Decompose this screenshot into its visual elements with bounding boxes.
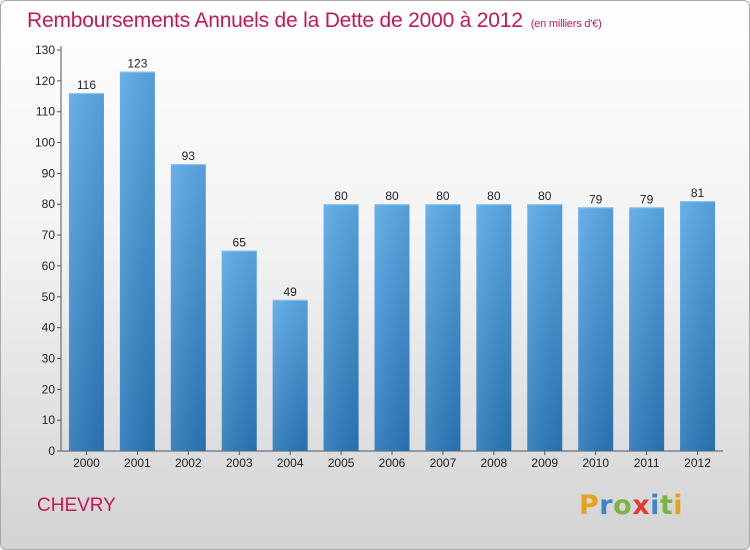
bar-value-label: 116 bbox=[77, 78, 96, 92]
bar-value-label: 79 bbox=[589, 192, 603, 206]
x-tick-label: 2005 bbox=[328, 456, 355, 470]
bar-shade bbox=[680, 201, 716, 451]
y-tick-label: 50 bbox=[42, 290, 56, 304]
x-tick-label: 2009 bbox=[531, 456, 558, 470]
bar-value-label: 80 bbox=[334, 189, 348, 203]
bar-value-label: 81 bbox=[691, 186, 705, 200]
bar-shade bbox=[221, 250, 257, 451]
y-tick-label: 10 bbox=[42, 413, 56, 427]
x-tick-label: 2004 bbox=[277, 456, 304, 470]
x-tick-label: 2000 bbox=[73, 456, 100, 470]
logo-letter: x bbox=[632, 490, 651, 521]
bar-value-label: 80 bbox=[385, 189, 399, 203]
y-tick-label: 130 bbox=[35, 43, 55, 57]
x-tick-label: 2011 bbox=[634, 456, 660, 470]
bar-shade bbox=[323, 204, 359, 451]
city-name: CHEVRY bbox=[37, 495, 116, 516]
logo-letter: i bbox=[650, 490, 660, 521]
y-tick-label: 90 bbox=[42, 166, 56, 180]
y-tick-label: 60 bbox=[42, 259, 56, 273]
logo-letter: t bbox=[659, 490, 674, 521]
bar-value-label: 79 bbox=[640, 192, 654, 206]
y-tick-label: 70 bbox=[42, 228, 56, 242]
chart-title-text: Remboursements Annuels de la Dette de 20… bbox=[27, 9, 523, 32]
bar-value-label: 80 bbox=[487, 189, 501, 203]
bar-shade bbox=[425, 204, 461, 451]
bar-value-label: 49 bbox=[283, 285, 297, 299]
x-tick-label: 2002 bbox=[175, 456, 202, 470]
bar-shade bbox=[629, 207, 665, 451]
y-tick-label: 80 bbox=[42, 197, 56, 211]
y-tick-label: 0 bbox=[48, 444, 55, 458]
logo-letter: r bbox=[599, 490, 614, 521]
bar-value-label: 93 bbox=[182, 149, 196, 163]
bar-shade bbox=[119, 71, 155, 451]
bar-shade bbox=[68, 93, 104, 451]
bar-shade bbox=[527, 204, 563, 451]
bar-shade bbox=[374, 204, 410, 451]
y-tick-label: 20 bbox=[42, 382, 56, 396]
y-tick-label: 100 bbox=[35, 136, 55, 150]
bar-value-label: 65 bbox=[233, 236, 247, 250]
logo-letter: i bbox=[673, 490, 684, 521]
x-tick-label: 2006 bbox=[379, 456, 406, 470]
y-tick-label: 40 bbox=[42, 321, 56, 335]
y-tick-label: 30 bbox=[42, 351, 56, 365]
x-tick-label: 2001 bbox=[124, 456, 151, 470]
x-tick-label: 2012 bbox=[684, 456, 711, 470]
bar-value-label: 80 bbox=[538, 189, 552, 203]
bar-shade bbox=[170, 164, 206, 451]
bar-value-label: 123 bbox=[127, 57, 147, 71]
x-tick-label: 2003 bbox=[226, 456, 253, 470]
y-tick-label: 120 bbox=[35, 74, 55, 88]
x-tick-label: 2008 bbox=[480, 456, 507, 470]
logo-letter: o bbox=[613, 490, 633, 521]
proxiti-logo: Proxiti bbox=[579, 490, 683, 521]
y-tick-label: 110 bbox=[36, 105, 55, 119]
chart-title: Remboursements Annuels de la Dette de 20… bbox=[27, 9, 602, 33]
x-tick-label: 2010 bbox=[582, 456, 609, 470]
logo-letter: P bbox=[579, 490, 600, 521]
bar-shade bbox=[476, 204, 512, 451]
bar-shade bbox=[578, 207, 614, 451]
x-tick-label: 2007 bbox=[430, 456, 457, 470]
bar-value-label: 80 bbox=[436, 189, 450, 203]
bar-shade bbox=[272, 299, 308, 451]
chart-subtitle: (en milliers d'€) bbox=[530, 18, 602, 30]
